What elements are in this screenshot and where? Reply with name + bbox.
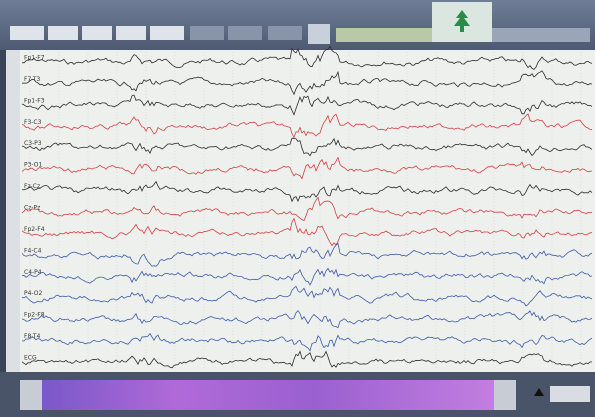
channel-label: P4-O2	[24, 290, 42, 297]
playback-controls[interactable]	[492, 28, 590, 42]
button[interactable]	[308, 24, 330, 44]
channel-label: Fp2-F8	[24, 312, 45, 319]
button[interactable]	[190, 26, 224, 40]
channel-label: Cz-Pz	[24, 205, 40, 212]
field[interactable]	[48, 26, 78, 40]
channel-label: F4-C4	[24, 247, 42, 254]
status-box	[550, 386, 590, 402]
screen: Fp1-F7F7-T3Fp1-F3F3-C3C3-P3P3-O1Fz-CzCz-…	[0, 0, 595, 417]
channel-label: ECG	[24, 355, 37, 362]
channel-label: F3-C3	[24, 119, 42, 126]
spectrogram-bar	[42, 380, 494, 410]
channel-gutter	[6, 50, 20, 372]
channel-label: C4-P4	[24, 269, 42, 276]
channel-label: Fp1-F3	[24, 97, 45, 104]
channel-label: C3-P3	[24, 140, 42, 147]
button[interactable]	[268, 26, 302, 40]
field[interactable]	[10, 26, 44, 40]
scroll-button[interactable]	[494, 380, 516, 410]
button[interactable]	[228, 26, 262, 40]
toolbar	[0, 0, 595, 50]
field[interactable]	[82, 26, 112, 40]
scroll-button[interactable]	[20, 380, 42, 410]
field[interactable]	[150, 26, 184, 40]
button-group[interactable]	[336, 28, 436, 42]
page: {"channels": [ {"label": "Fp1-F7", "colo…	[0, 0, 595, 417]
channel-label: Fp2-F4	[24, 226, 45, 233]
field[interactable]	[116, 26, 146, 40]
